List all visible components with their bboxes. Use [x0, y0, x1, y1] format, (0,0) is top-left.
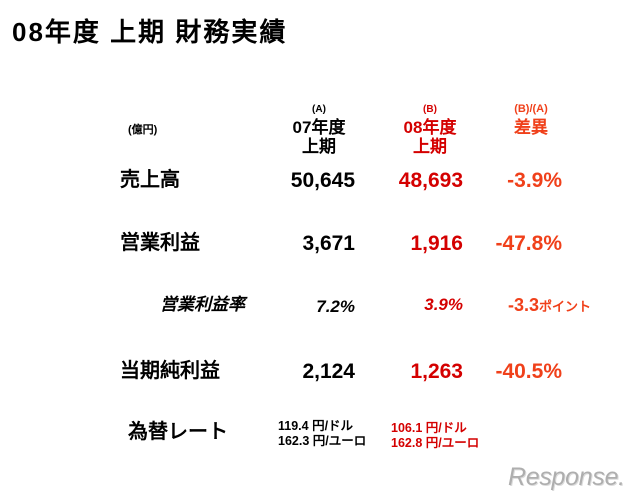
fx-fy07-usd: 119.4 円/ドル	[278, 419, 354, 433]
value-difference: -40.5%	[495, 360, 562, 383]
slide-title: 08年度 上期 財務実績	[12, 17, 288, 47]
column-tag: (B)	[423, 104, 437, 115]
fx-fy08-eur: 162.8 円/ユーロ	[391, 436, 480, 450]
response-logo: Response.	[508, 463, 625, 491]
value-fy08: 1,916	[410, 232, 463, 255]
column-title-line: 上期	[302, 137, 336, 156]
difference-unit: ポイント	[539, 299, 592, 314]
row-label: 為替レート	[128, 421, 228, 443]
column-title-line: 08年度	[403, 118, 457, 137]
value-fy08: 1,263	[410, 360, 463, 383]
column-tag: (A)	[312, 104, 326, 115]
column-header-difference: (B)/(A) 差異	[481, 0, 581, 160]
fx-fy08-usd: 106.1 円/ドル	[391, 421, 467, 435]
column-header-fy08-h1: (B) 08年度 上期	[380, 0, 480, 160]
column-title-line: 差異	[514, 118, 548, 137]
difference-number: -3.3	[508, 295, 540, 315]
table-row-net-sales: 売上高 50,645 48,693 -3.9%	[0, 170, 640, 198]
value-fy07: 7.2%	[316, 297, 355, 316]
fx-fy07-eur: 162.3 円/ユーロ	[278, 434, 367, 448]
column-tag: (B)/(A)	[514, 103, 548, 115]
value-fy07: 3,671	[302, 232, 355, 255]
table-row-operating-margin: 営業利益率 7.2% 3.9% -3.3ポイント	[0, 296, 640, 324]
value-fy07: 50,645	[290, 169, 355, 192]
value-difference: -3.3ポイント	[508, 296, 591, 314]
value-fy07: 2,124	[302, 360, 355, 383]
row-label: 営業利益	[120, 232, 200, 254]
value-difference: -3.9%	[507, 169, 562, 192]
row-label: 営業利益率	[160, 295, 245, 314]
table-row-exchange-rate: 為替レート 119.4 円/ドル 162.3 円/ユーロ 106.1 円/ドル …	[0, 420, 640, 460]
column-header-fy07-h1: (A) 07年度 上期	[269, 0, 369, 160]
row-label: 売上高	[120, 169, 180, 191]
row-label: 当期純利益	[120, 360, 220, 382]
unit-label: (億円)	[128, 124, 158, 136]
value-fy08: 48,693	[398, 169, 463, 192]
column-title-line: 上期	[413, 137, 447, 156]
table-row-operating-income: 営業利益 3,671 1,916 -47.8%	[0, 233, 640, 261]
value-difference: -47.8%	[495, 232, 562, 255]
value-fy08: 3.9%	[424, 295, 463, 314]
table-row-net-income: 当期純利益 2,124 1,263 -40.5%	[0, 361, 640, 389]
column-title-line: 07年度	[292, 118, 346, 137]
